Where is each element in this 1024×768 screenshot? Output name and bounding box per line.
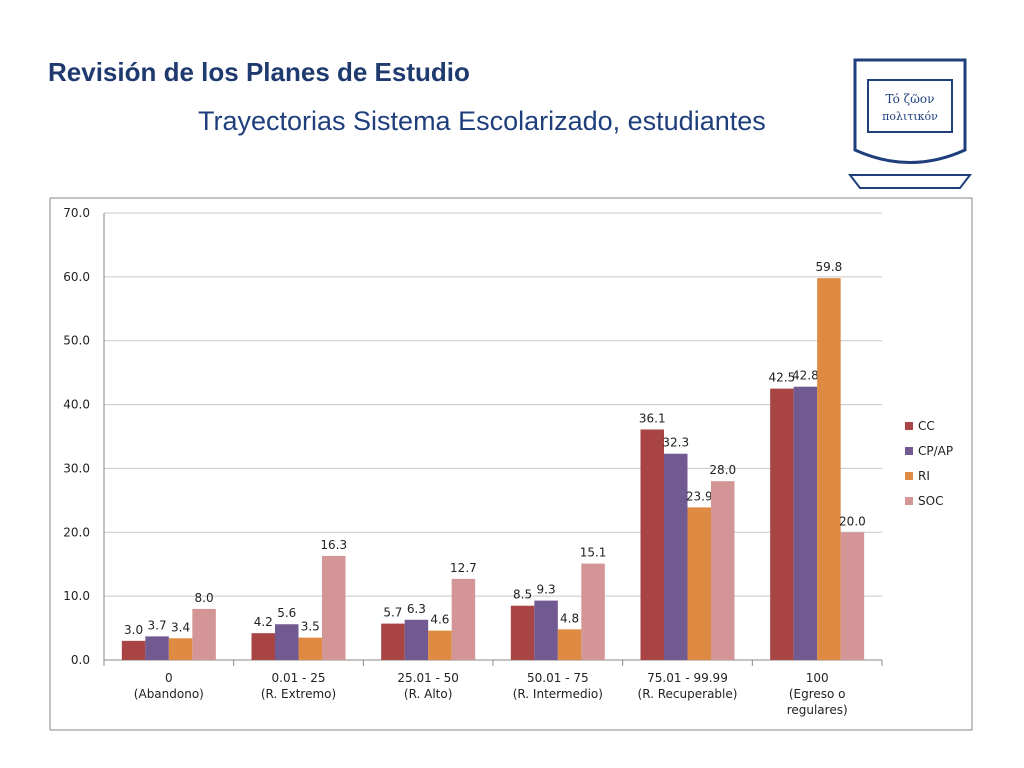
x-tick-label: 100 [806,671,829,685]
data-label: 20.0 [839,514,866,528]
legend-label: CC [918,419,935,433]
subtitle: Trayectorias Sistema Escolarizado, estud… [198,106,766,136]
data-label: 16.3 [320,538,347,552]
data-label: 12.7 [450,561,477,575]
data-label: 5.7 [383,606,402,620]
bar [145,636,169,660]
bar [770,388,794,660]
y-tick-label: 0.0 [71,653,90,667]
x-tick-label: 25.01 - 50 [397,671,459,685]
chart: 0.0 10.0 20.0 30.0 40.0 50.0 60.0 70.0 0 (Abandon… [63,206,953,717]
data-label: 3.5 [301,620,320,634]
x-tick-label: 0.01 - 25 [272,671,326,685]
bar [168,638,193,660]
bar [711,481,735,660]
data-label: 4.2 [254,615,273,629]
bar [121,640,146,660]
bar [817,278,841,660]
x-tick-label: (Abandono) [134,687,204,701]
data-label: 3.7 [148,618,167,632]
y-tick-label: 50.0 [63,334,90,348]
data-label: 3.0 [124,623,143,637]
x-tick-label: regulares) [787,703,848,717]
bar [640,429,664,660]
data-label: 15.1 [580,546,607,560]
x-tick-label: (R. Intermedio) [513,687,603,701]
data-label: 59.8 [816,260,843,274]
bar [581,563,605,660]
data-label: 4.8 [560,611,579,625]
y-tick-label: 40.0 [63,398,90,412]
y-tick-label: 20.0 [63,525,90,539]
data-label: 3.4 [171,620,190,634]
logo-motto: πολιτικόν [882,110,938,123]
x-tick-label: 50.01 - 75 [527,671,589,685]
data-label: 9.3 [537,583,556,597]
bar [510,605,535,660]
bar [557,629,582,660]
data-label: 8.0 [195,591,214,605]
data-label: 5.6 [277,606,296,620]
x-tick-label: 75.01 - 99.99 [647,671,728,685]
legend-swatch [905,447,913,455]
bar [428,630,452,660]
legend-swatch [905,422,913,430]
title: Revisión de los Planes de Estudio [48,57,470,87]
data-label: 8.5 [513,588,532,602]
bar [793,386,818,660]
bar [251,633,275,660]
legend-label: SOC [918,494,943,508]
data-label: 36.1 [639,411,666,425]
bar [534,600,558,660]
bar [192,608,216,660]
y-tick-label: 60.0 [63,270,90,284]
bar [381,623,405,660]
data-label: 28.0 [709,463,736,477]
bar [322,555,346,660]
data-label: 6.3 [407,602,426,616]
y-tick-label: 70.0 [63,206,90,220]
x-tick-label: (R. Recuperable) [638,687,738,701]
x-tick-label: (Egreso o [789,687,846,701]
x-tick-label: (R. Extremo) [261,687,336,701]
legend-swatch [905,497,913,505]
bar [664,453,688,660]
legend-label: CP/AP [918,444,953,458]
bar [275,624,299,660]
y-tick-label: 10.0 [63,589,90,603]
data-label: 32.3 [662,436,689,450]
bar [451,578,476,660]
data-label: 42.5 [769,371,796,385]
x-tick-label: (R. Alto) [404,687,453,701]
y-tick-label: 30.0 [63,461,90,475]
x-tick-label: 0 [165,671,173,685]
data-label: 42.8 [792,369,819,383]
legend-swatch [905,472,913,480]
legend-label: RI [918,469,930,483]
bar [840,532,865,660]
data-label: 4.6 [430,613,449,627]
data-label: 23.9 [686,489,713,503]
logo: Tó ζῶον πολιτικόν [847,58,973,189]
bar [404,619,429,660]
bar [687,507,711,660]
bar [298,637,322,660]
logo-motto: Tó ζῶον [886,92,935,106]
